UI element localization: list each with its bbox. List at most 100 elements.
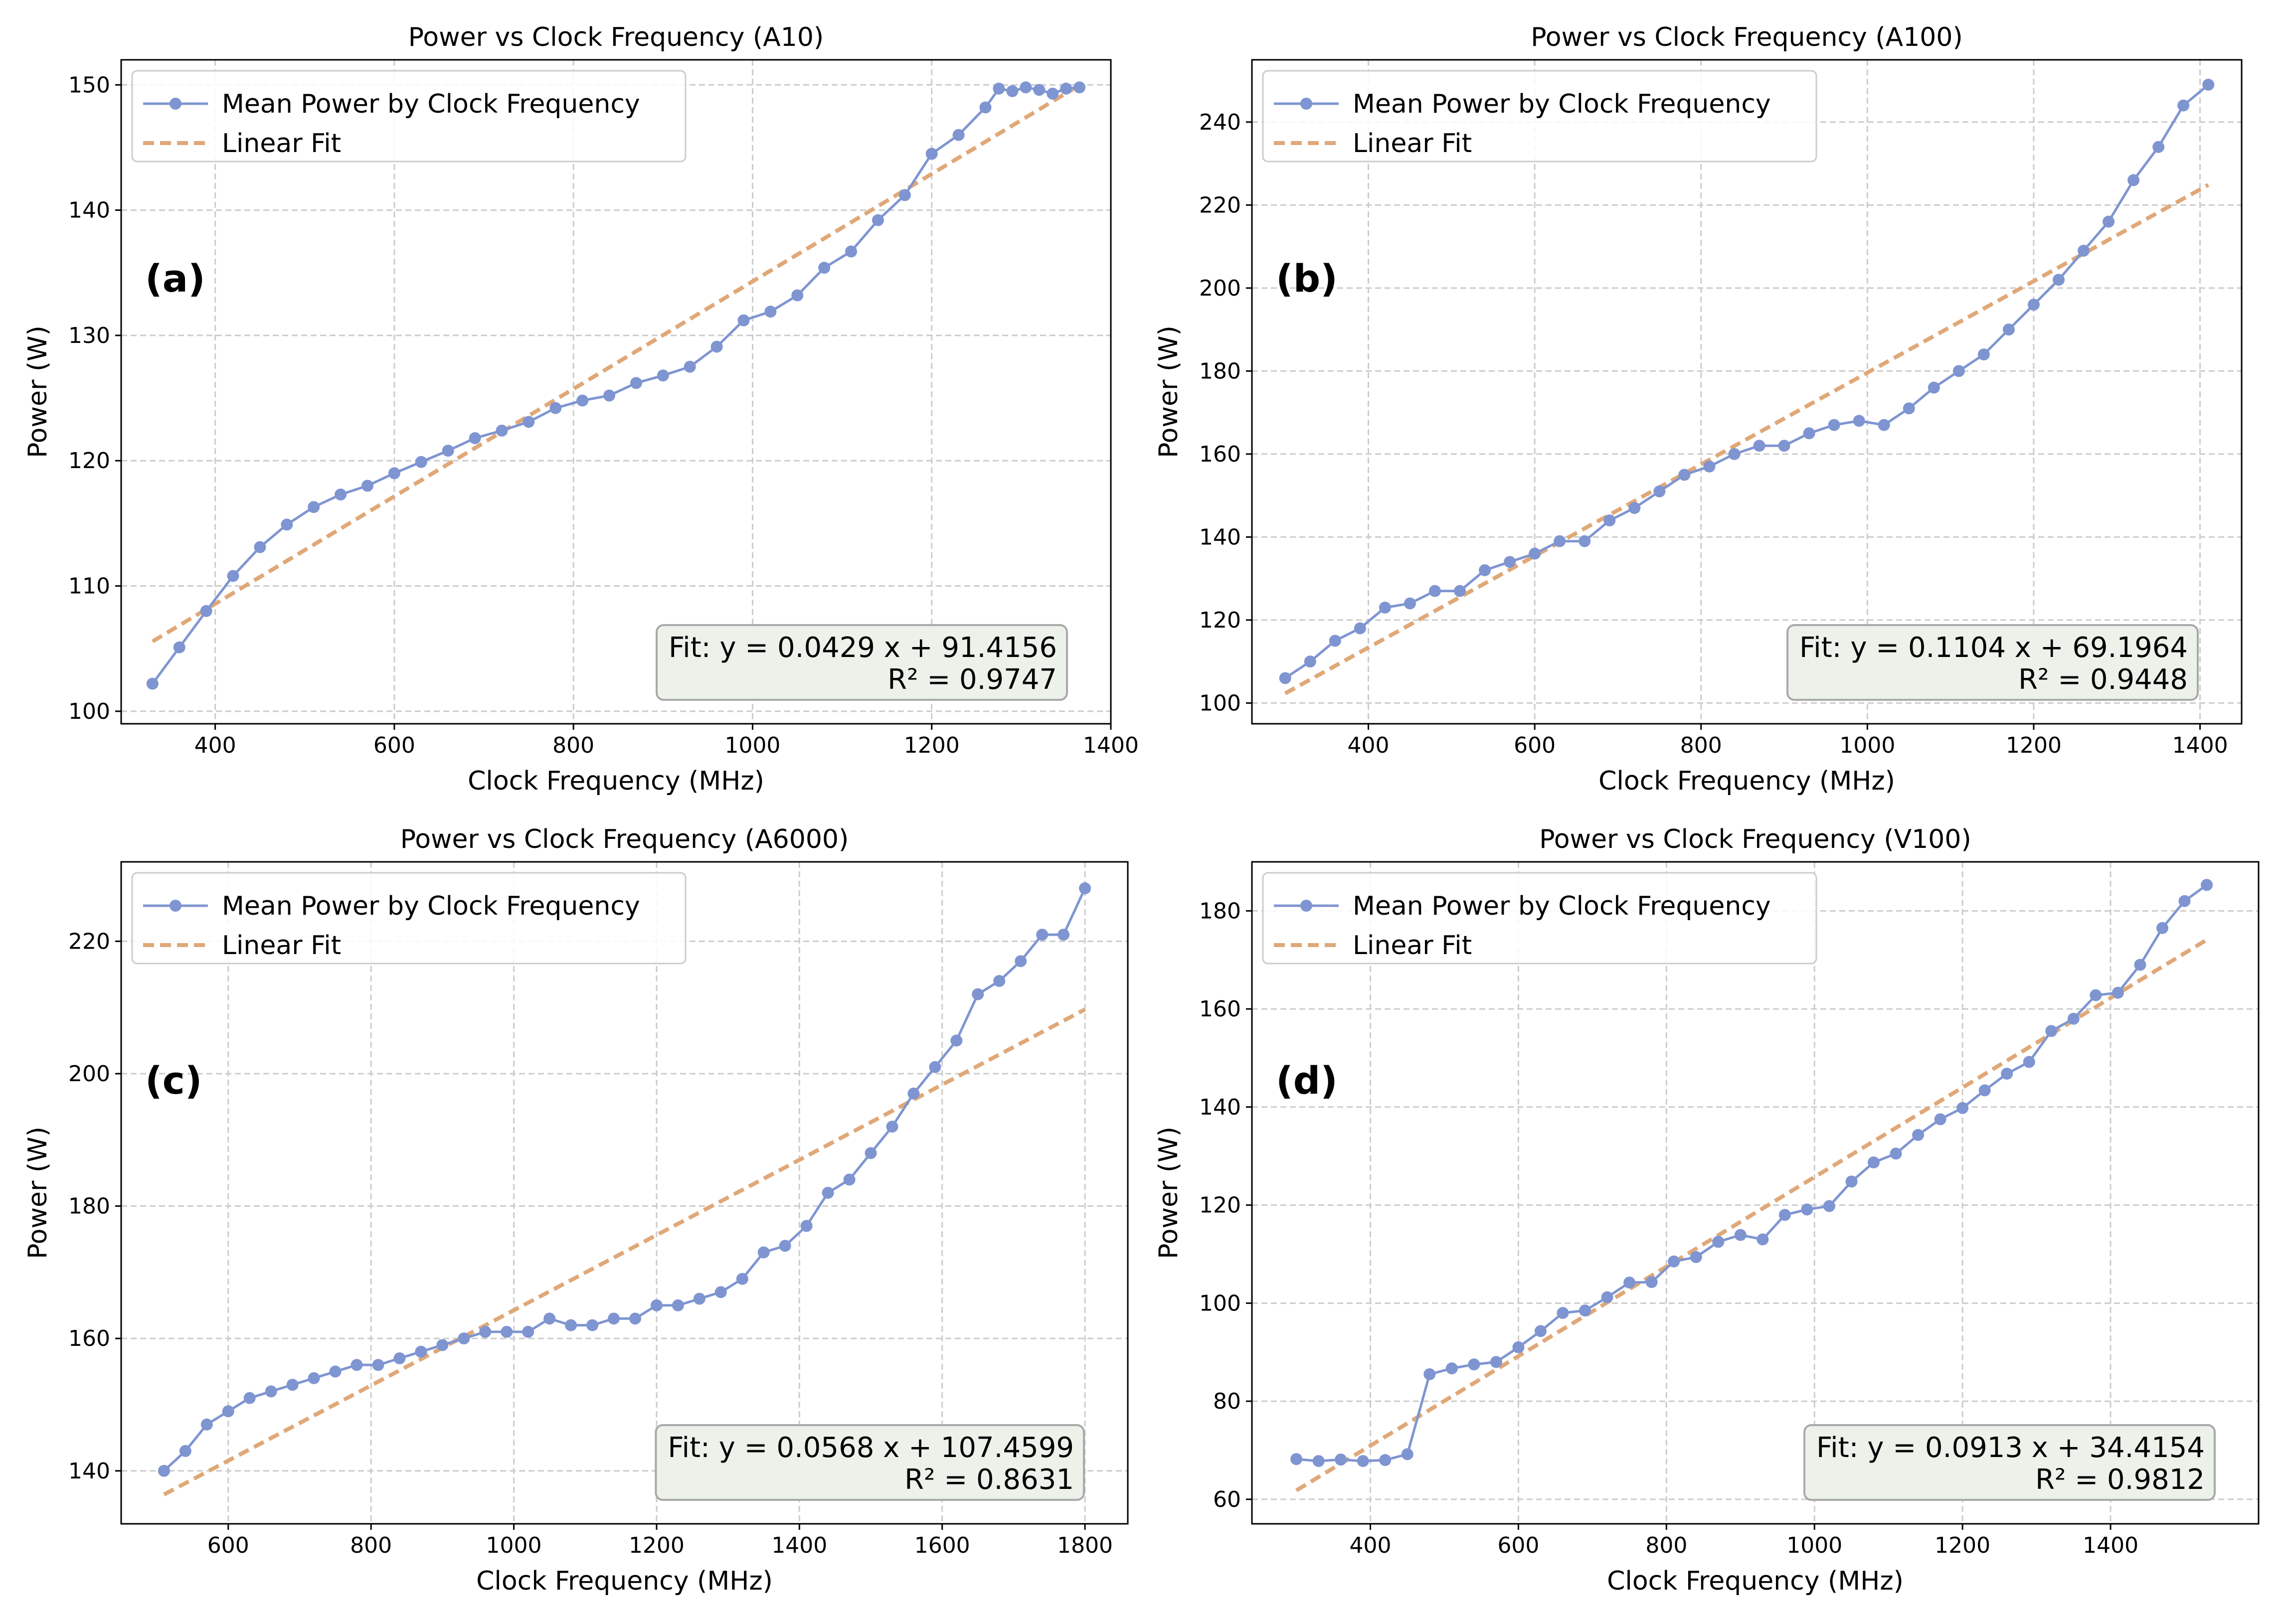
data-point xyxy=(2053,274,2065,286)
data-point xyxy=(950,1034,963,1047)
data-point xyxy=(1534,1325,1547,1337)
y-tick-label: 200 xyxy=(1199,276,1241,301)
data-point xyxy=(2178,895,2191,907)
data-point xyxy=(543,1312,556,1325)
data-point xyxy=(158,1464,170,1477)
panel-label: (a) xyxy=(145,256,205,301)
data-point xyxy=(925,148,938,160)
fit-equation: Fit: y = 0.0429 x + 91.4156 xyxy=(669,632,1057,664)
data-point xyxy=(1803,427,1815,440)
data-point xyxy=(1504,556,1516,568)
data-point xyxy=(1703,460,1716,473)
data-point xyxy=(684,360,696,373)
data-point xyxy=(308,1372,320,1384)
data-point xyxy=(1978,1084,1991,1097)
x-tick-label: 1400 xyxy=(771,1533,827,1558)
data-point xyxy=(1823,1200,1835,1212)
data-point xyxy=(200,1418,213,1431)
data-point xyxy=(1601,1291,1613,1303)
data-point xyxy=(2134,959,2146,971)
panel-a: 400 600 800 1000 1200 1400 100 110 120 130 140 150 P… xyxy=(23,22,1139,796)
data-point xyxy=(845,245,858,258)
fit-equation: Fit: y = 0.1104 x + 69.1964 xyxy=(1799,632,2188,664)
x-tick-label: 800 xyxy=(350,1533,392,1558)
x-tick-label: 600 xyxy=(1497,1533,1539,1558)
panel-d: 400 600 800 1000 1200 1400 60 80 100 120 140 160 180… xyxy=(1154,824,2260,1596)
x-tick-label: 1200 xyxy=(904,733,960,758)
data-point xyxy=(1279,672,1291,684)
data-point xyxy=(779,1240,791,1252)
axes-frame xyxy=(1251,861,2260,1525)
data-point xyxy=(608,1312,620,1325)
data-point xyxy=(872,214,884,226)
data-point xyxy=(1653,485,1666,497)
data-point xyxy=(243,1392,256,1404)
data-point xyxy=(308,501,320,513)
y-tick-label: 120 xyxy=(1199,1193,1241,1218)
data-point xyxy=(1490,1356,1502,1368)
legend-fit-label: Linear Fit xyxy=(1353,931,1472,961)
x-tick-label: 400 xyxy=(1348,733,1390,758)
y-tick-label: 100 xyxy=(68,699,110,724)
legend-box xyxy=(1262,70,1817,162)
data-point xyxy=(1878,419,1890,431)
data-point xyxy=(1956,1102,1969,1114)
data-point xyxy=(1428,585,1441,597)
data-point xyxy=(1554,535,1566,547)
y-tick-label: 120 xyxy=(1199,608,1241,633)
linear-fit-line xyxy=(163,1007,1086,1496)
data-point xyxy=(1628,502,1641,514)
data-point xyxy=(2090,989,2102,1001)
x-axis-label: Clock Frequency (MHz) xyxy=(1607,1566,1904,1596)
legend-fit-label: Linear Fit xyxy=(222,931,341,961)
data-point xyxy=(1304,655,1316,668)
legend-fit-label: Linear Fit xyxy=(222,129,341,159)
data-point xyxy=(1603,514,1616,527)
data-point xyxy=(1379,601,1391,614)
data-point xyxy=(1354,622,1366,635)
data-point xyxy=(1828,419,1840,431)
data-point xyxy=(979,101,992,114)
data-point xyxy=(1778,440,1790,452)
fit-box xyxy=(656,624,1068,701)
data-point xyxy=(1977,348,1990,361)
linear-fit-line xyxy=(151,83,1081,644)
data-point xyxy=(1934,1113,1946,1126)
x-tick-label: 1800 xyxy=(1057,1533,1113,1558)
legend-series-swatch-marker xyxy=(1300,900,1312,912)
y-tick-label: 240 xyxy=(1199,110,1241,135)
data-point xyxy=(388,467,400,480)
data-point xyxy=(993,82,1005,95)
data-point xyxy=(800,1220,813,1232)
y-tick-label: 220 xyxy=(68,929,110,954)
y-tick-label: 140 xyxy=(1199,1095,1241,1120)
y-tick-label: 110 xyxy=(68,574,110,599)
data-point xyxy=(586,1319,599,1331)
data-point xyxy=(1668,1255,1680,1268)
data-point xyxy=(1712,1236,1725,1248)
legend-series-label: Mean Power by Clock Frequency xyxy=(222,891,640,921)
y-tick-label: 130 xyxy=(68,323,110,348)
data-point xyxy=(1928,381,1940,394)
y-tick-label: 140 xyxy=(1199,524,1241,550)
y-tick-label: 140 xyxy=(68,1459,110,1484)
fit-box xyxy=(1803,1424,2216,1501)
data-point xyxy=(576,394,589,407)
data-point xyxy=(972,988,984,1000)
legend-box xyxy=(131,70,687,162)
data-point xyxy=(351,1359,363,1371)
data-point xyxy=(479,1325,492,1338)
data-point xyxy=(907,1087,920,1100)
data-point xyxy=(2027,299,2040,311)
data-point xyxy=(1801,1203,1813,1216)
legend-series-swatch-marker xyxy=(170,900,181,912)
y-axis-label: Power (W) xyxy=(23,1127,53,1259)
x-tick-label: 1000 xyxy=(1786,1533,1842,1558)
data-point xyxy=(629,1312,641,1325)
data-point xyxy=(1678,469,1691,481)
legend-series-swatch-marker xyxy=(170,98,181,110)
axes-frame xyxy=(1251,59,2243,725)
data-point xyxy=(227,570,239,582)
y-axis-label: Power (W) xyxy=(1154,1127,1184,1259)
y-tick-label: 80 xyxy=(1213,1389,1241,1414)
